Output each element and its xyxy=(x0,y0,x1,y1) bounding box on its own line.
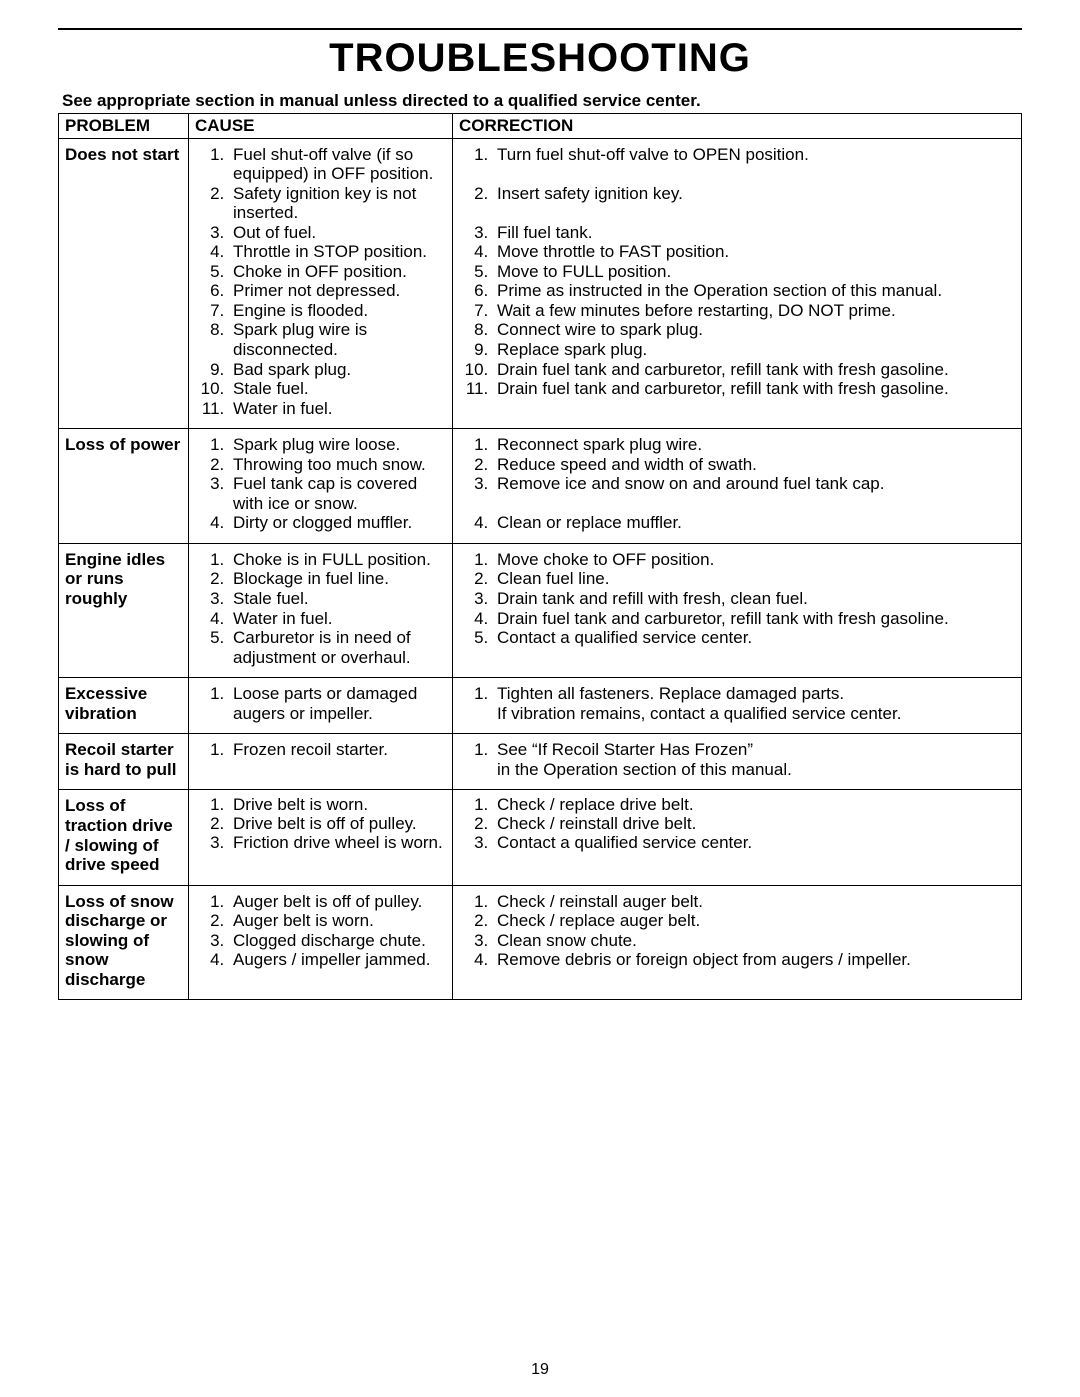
cause-item: Water in fuel. xyxy=(229,609,446,629)
correction-item: Reconnect spark plug wire. xyxy=(493,435,1015,455)
correction-cell: Check / reinstall auger belt.Check / rep… xyxy=(453,885,1022,1000)
correction-item: Move choke to OFF position. xyxy=(493,550,1015,570)
problem-cell: Excessive vibration xyxy=(59,678,189,734)
correction-cell: Turn fuel shut-off valve to OPEN positio… xyxy=(453,138,1022,429)
correction-item: Fill fuel tank. xyxy=(493,223,1015,243)
table-row: Does not start Fuel shut-off valve (if so… xyxy=(59,138,1022,429)
cause-item: Stale fuel. xyxy=(229,589,446,609)
correction-item: See “If Recoil Starter Has Frozen” xyxy=(493,740,1015,760)
correction-item: Contact a qualified service center. xyxy=(493,628,1015,648)
cause-item: Primer not depressed. xyxy=(229,281,446,301)
cause-item: Spark plug wire loose. xyxy=(229,435,446,455)
cause-item: Stale fuel. xyxy=(229,379,446,399)
problem-cell: Engine idles or runs roughly xyxy=(59,543,189,677)
top-rule xyxy=(58,28,1022,30)
cause-item: Bad spark plug. xyxy=(229,360,446,380)
correction-item: Contact a qualified service center. xyxy=(493,834,1015,853)
correction-item: Check / reinstall auger belt. xyxy=(493,892,1015,912)
correction-item: Check / replace auger belt. xyxy=(493,911,1015,931)
table-body: Does not start Fuel shut-off valve (if so… xyxy=(59,138,1022,1000)
cause-cell: Auger belt is off of pulley.Auger belt i… xyxy=(189,885,453,1000)
problem-cell: Loss of snow discharge or slowing of sno… xyxy=(59,885,189,1000)
table-row: Recoil starter is hard to pull Frozen rec… xyxy=(59,734,1022,790)
cause-item: Drive belt is off of pulley. xyxy=(229,815,446,834)
cause-item: Blockage in fuel line. xyxy=(229,569,446,589)
cause-item: Choke in OFF position. xyxy=(229,262,446,282)
cause-cell: Frozen recoil starter. xyxy=(189,734,453,790)
manual-page: TROUBLESHOOTING See appropriate section … xyxy=(0,0,1080,1397)
correction-item: Tighten all fasteners. Replace damaged p… xyxy=(493,684,1015,704)
correction-item: Drain fuel tank and carburetor, refill t… xyxy=(493,360,1015,380)
cause-cell: Loose parts or damaged augers or impelle… xyxy=(189,678,453,734)
problem-cell: Does not start xyxy=(59,138,189,429)
cause-item: Augers / impeller jammed. xyxy=(229,950,446,970)
cause-item: Dirty or clogged muffler. xyxy=(229,513,446,533)
page-title: TROUBLESHOOTING xyxy=(58,36,1022,81)
correction-item: Reduce speed and width of swath. xyxy=(493,455,1015,475)
correction-item: Move to FULL position. xyxy=(493,262,1015,282)
correction-item: Turn fuel shut-off valve to OPEN positio… xyxy=(493,145,1015,165)
cause-item: Friction drive wheel is worn. xyxy=(229,834,446,853)
correction-item: Drain tank and refill with fresh, clean … xyxy=(493,589,1015,609)
correction-item: Wait a few minutes before restarting, DO… xyxy=(493,301,1015,321)
cause-cell: Fuel shut-off valve (if so equipped) in … xyxy=(189,138,453,429)
correction-cell: Tighten all fasteners. Replace damaged p… xyxy=(453,678,1022,734)
cause-item: Out of fuel. xyxy=(229,223,446,243)
table-row: Loss of powerSpark plug wire loose.Throw… xyxy=(59,429,1022,544)
cause-item: Auger belt is worn. xyxy=(229,911,446,931)
cause-item: Auger belt is off of pulley. xyxy=(229,892,446,912)
correction-item: Remove debris or foreign object from aug… xyxy=(493,950,1015,970)
problem-cell: Loss of power xyxy=(59,429,189,544)
cause-item: Fuel shut-off valve (if so equipped) in … xyxy=(229,145,446,184)
correction-item: Replace spark plug. xyxy=(493,340,1015,360)
cause-item: Fuel tank cap is covered with ice or sno… xyxy=(229,474,446,513)
correction-item: Remove ice and snow on and around fuel t… xyxy=(493,474,1015,494)
correction-item: Prime as instructed in the Operation sec… xyxy=(493,281,1015,301)
correction-continuation: If vibration remains, contact a qualifie… xyxy=(497,704,1015,724)
table-header-row: PROBLEM CAUSE CORRECTION xyxy=(59,114,1022,139)
cause-item: Clogged discharge chute. xyxy=(229,931,446,951)
cause-item: Loose parts or damaged augers or impelle… xyxy=(229,684,446,723)
correction-item: Move throttle to FAST position. xyxy=(493,242,1015,262)
correction-item: Clean or replace muffler. xyxy=(493,513,1015,533)
correction-cell: Reconnect spark plug wire.Reduce speed a… xyxy=(453,429,1022,544)
cause-item: Frozen recoil starter. xyxy=(229,740,446,760)
correction-cell: Move choke to OFF position.Clean fuel li… xyxy=(453,543,1022,677)
correction-item: Clean fuel line. xyxy=(493,569,1015,589)
header-correction: CORRECTION xyxy=(453,114,1022,139)
problem-cell: Loss of traction drive / slowing of driv… xyxy=(59,790,189,885)
correction-item: Clean snow chute. xyxy=(493,931,1015,951)
correction-continuation: in the Operation section of this manual. xyxy=(497,760,1015,780)
cause-item: Carburetor is in need of adjustment or o… xyxy=(229,628,446,667)
cause-item: Throwing too much snow. xyxy=(229,455,446,475)
correction-item: Check / reinstall drive belt. xyxy=(493,815,1015,834)
cause-item: Choke is in FULL position. xyxy=(229,550,446,570)
header-cause: CAUSE xyxy=(189,114,453,139)
cause-item: Water in fuel. xyxy=(229,399,446,419)
correction-item: Drain fuel tank and carburetor, refill t… xyxy=(493,379,1015,399)
table-row: Engine idles or runs roughlyChoke is in … xyxy=(59,543,1022,677)
cause-cell: Spark plug wire loose.Throwing too much … xyxy=(189,429,453,544)
table-row: Excessive vibration Loose parts or damage… xyxy=(59,678,1022,734)
subheading: See appropriate section in manual unless… xyxy=(62,91,1022,111)
correction-cell: Check / replace drive belt.Check / reins… xyxy=(453,790,1022,885)
cause-item: Safety ignition key is not inserted. xyxy=(229,184,446,223)
cause-cell: Drive belt is worn.Drive belt is off of … xyxy=(189,790,453,885)
cause-item: Throttle in STOP position. xyxy=(229,242,446,262)
problem-cell: Recoil starter is hard to pull xyxy=(59,734,189,790)
cause-cell: Choke is in FULL position.Blockage in fu… xyxy=(189,543,453,677)
table-row: Loss of snow discharge or slowing of sno… xyxy=(59,885,1022,1000)
correction-cell: See “If Recoil Starter Has Frozen”in the… xyxy=(453,734,1022,790)
cause-item: Drive belt is worn. xyxy=(229,796,446,815)
troubleshooting-table: PROBLEM CAUSE CORRECTION Does not start F… xyxy=(58,113,1022,1000)
correction-item: Drain fuel tank and carburetor, refill t… xyxy=(493,609,1015,629)
page-number: 19 xyxy=(0,1361,1080,1379)
table-row: Loss of traction drive / slowing of driv… xyxy=(59,790,1022,885)
header-problem: PROBLEM xyxy=(59,114,189,139)
correction-item: Insert safety ignition key. xyxy=(493,184,1015,204)
cause-item: Spark plug wire is disconnected. xyxy=(229,320,446,359)
cause-item: Engine is flooded. xyxy=(229,301,446,321)
correction-item: Check / replace drive belt. xyxy=(493,796,1015,815)
correction-item: Connect wire to spark plug. xyxy=(493,320,1015,340)
